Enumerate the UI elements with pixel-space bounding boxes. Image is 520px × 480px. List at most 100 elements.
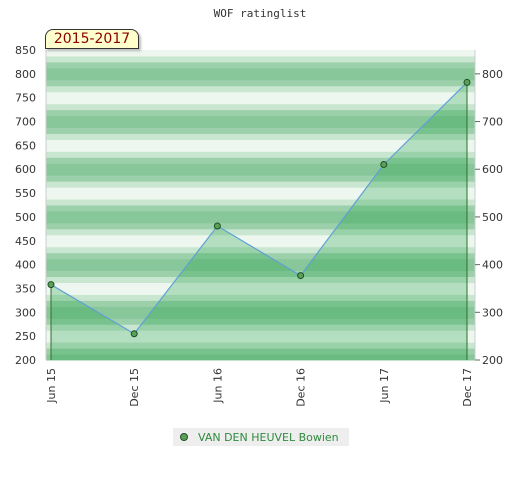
band — [46, 139, 475, 146]
band — [46, 145, 475, 152]
band — [46, 216, 475, 224]
y-tick-label-right: 300 — [482, 306, 503, 319]
band — [46, 163, 475, 170]
y-tick-label-left: 250 — [15, 330, 36, 343]
band — [46, 312, 475, 319]
band — [46, 127, 475, 134]
band — [46, 348, 475, 355]
band — [46, 175, 475, 182]
y-tick-label-left: 800 — [15, 68, 36, 81]
x-tick-label: Jun 15 — [45, 368, 58, 404]
y-tick-label-left: 600 — [15, 163, 36, 176]
band — [46, 282, 475, 289]
y-tick-label-left: 650 — [15, 139, 36, 152]
band — [46, 336, 475, 343]
band — [46, 210, 475, 218]
band — [46, 276, 475, 283]
y-tick-label-left: 550 — [15, 187, 36, 200]
data-point[interactable] — [380, 160, 388, 168]
y-tick-label-left: 850 — [15, 44, 36, 57]
band — [46, 79, 475, 87]
series-area — [50, 82, 468, 360]
area-fill — [51, 82, 467, 360]
band — [46, 109, 475, 117]
y-tick-label-right: 500 — [482, 211, 503, 224]
x-axis-ticks: Jun 15 Dec 15 Jun 16 Dec 16 Jun 17 Dec 17 — [45, 368, 474, 407]
band — [46, 318, 475, 325]
band — [46, 61, 475, 69]
band — [46, 91, 475, 99]
band — [46, 324, 475, 331]
band — [46, 330, 475, 337]
band — [46, 187, 475, 194]
data-point[interactable] — [130, 330, 138, 338]
y-tick-label-right: 200 — [482, 354, 503, 367]
band — [46, 55, 475, 63]
band — [46, 354, 475, 361]
y-tick-label-left: 350 — [15, 282, 36, 295]
y-tick-label-left: 300 — [15, 306, 36, 319]
y-axis-left-ticks: 200 250 300 350 400 450 500 550 600 650 700 750 800 8… — [15, 44, 36, 367]
series-line — [50, 82, 468, 335]
y-tick-label-left: 500 — [15, 211, 36, 224]
band — [46, 121, 475, 128]
band — [46, 288, 475, 295]
band — [46, 115, 475, 123]
band — [46, 306, 475, 313]
legend-marker-icon — [180, 433, 188, 441]
data-point[interactable] — [463, 78, 471, 86]
band — [46, 294, 475, 301]
x-tick-label: Dec 17 — [461, 368, 474, 407]
band — [46, 300, 475, 307]
band — [46, 246, 475, 254]
band — [46, 133, 475, 140]
band — [46, 97, 475, 105]
x-tick-label: Dec 15 — [128, 368, 141, 407]
band — [46, 252, 475, 260]
band — [46, 342, 475, 349]
band — [46, 73, 475, 81]
band — [46, 67, 475, 75]
y-tick-label-right: 600 — [482, 163, 503, 176]
data-point[interactable] — [213, 222, 221, 230]
background-bands — [46, 50, 475, 361]
band — [46, 199, 475, 206]
band — [46, 157, 475, 164]
data-point[interactable] — [47, 281, 55, 289]
legend[interactable]: VAN DEN HEUVEL Bowien — [173, 428, 349, 446]
band — [46, 258, 475, 266]
band — [46, 151, 475, 158]
band — [46, 228, 475, 236]
band — [46, 270, 475, 278]
band — [46, 205, 475, 212]
y-axis-right-ticks: 200 300 400 500 600 700 800 — [475, 68, 503, 367]
series-markers — [47, 78, 471, 338]
chart-title: WOF ratinglist — [214, 7, 307, 20]
y-tick-label-right: 700 — [482, 116, 503, 129]
y-tick-label-right: 800 — [482, 68, 503, 81]
y-tick-label-right: 400 — [482, 259, 503, 272]
band — [46, 50, 475, 57]
y-tick-label-left: 700 — [15, 116, 36, 129]
band — [46, 240, 475, 248]
y-tick-label-left: 400 — [15, 259, 36, 272]
y-tick-label-left: 450 — [15, 235, 36, 248]
y-tick-label-left: 750 — [15, 92, 36, 105]
band — [46, 264, 475, 272]
legend-label: VAN DEN HEUVEL Bowien — [198, 430, 339, 444]
data-point[interactable] — [297, 272, 305, 280]
band — [46, 193, 475, 200]
period-label: 2015-2017 — [45, 29, 139, 49]
x-tick-label: Dec 16 — [295, 368, 308, 407]
band — [46, 222, 475, 230]
y-tick-label-left: 200 — [15, 354, 36, 367]
x-tick-label: Jun 17 — [378, 368, 391, 404]
band — [46, 169, 475, 176]
band — [46, 85, 475, 93]
axes — [45, 50, 476, 360]
x-tick-label: Jun 16 — [211, 368, 224, 404]
band — [46, 234, 475, 242]
band — [46, 181, 475, 188]
band — [46, 103, 475, 111]
